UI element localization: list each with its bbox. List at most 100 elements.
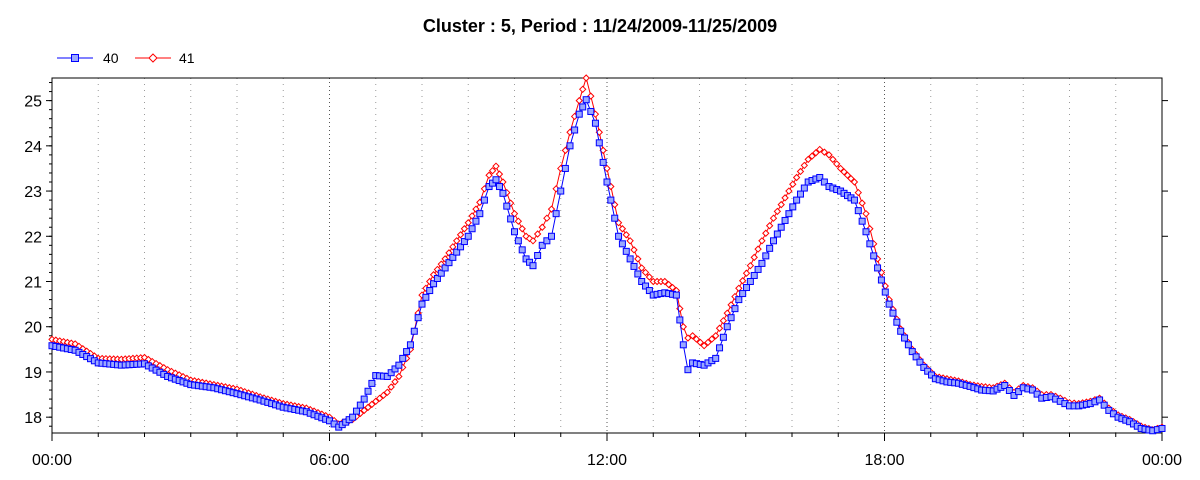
y-tick-label: 20 bbox=[24, 320, 42, 337]
data-point-41 bbox=[661, 277, 669, 286]
data-point-41 bbox=[769, 214, 778, 222]
data-point-41 bbox=[789, 180, 797, 188]
data-point-40 bbox=[874, 264, 882, 272]
data-point-41 bbox=[800, 161, 809, 170]
data-point-41 bbox=[622, 231, 630, 239]
data-point-40 bbox=[885, 300, 893, 308]
data-point-41 bbox=[543, 214, 551, 222]
data-point-41 bbox=[510, 209, 519, 218]
data-point-40 bbox=[538, 241, 546, 249]
data-point-40 bbox=[615, 232, 623, 240]
data-point-40 bbox=[449, 253, 457, 261]
data-point-40 bbox=[595, 139, 603, 147]
data-point-41 bbox=[634, 255, 642, 263]
data-point-41 bbox=[485, 171, 493, 179]
data-point-41 bbox=[692, 335, 701, 343]
data-point-41 bbox=[607, 182, 615, 191]
data-point-40 bbox=[1005, 386, 1013, 394]
data-point-41 bbox=[429, 271, 438, 279]
data-point-41 bbox=[514, 217, 523, 225]
data-point-40 bbox=[777, 223, 785, 231]
data-point-41 bbox=[383, 388, 392, 397]
data-point-41 bbox=[850, 178, 859, 186]
data-point-41 bbox=[433, 265, 442, 274]
chart-title: Cluster : 5, Period : 11/24/2009-11/25/2… bbox=[423, 16, 777, 36]
plot-frame bbox=[51, 77, 1163, 434]
data-point-40 bbox=[368, 379, 376, 387]
data-point-41 bbox=[518, 225, 526, 233]
data-point-40 bbox=[743, 284, 751, 292]
legend: 40 41 bbox=[57, 50, 195, 66]
data-point-40 bbox=[430, 280, 438, 288]
data-point-40 bbox=[360, 395, 368, 403]
data-point-40 bbox=[511, 228, 518, 236]
data-point-40 bbox=[426, 287, 434, 295]
y-tick-label: 22 bbox=[24, 229, 42, 246]
data-point-40 bbox=[912, 353, 920, 361]
x-tick-label: 06:00 bbox=[309, 452, 349, 469]
data-point-40 bbox=[406, 341, 414, 349]
data-point-40 bbox=[468, 225, 476, 233]
data-point-40 bbox=[866, 240, 874, 248]
data-point-40 bbox=[418, 300, 426, 308]
data-point-41 bbox=[696, 338, 704, 347]
data-point-41 bbox=[533, 230, 542, 238]
data-point-41 bbox=[777, 200, 785, 209]
data-point-40 bbox=[773, 230, 781, 238]
x-tick-label: 18:00 bbox=[864, 452, 904, 469]
data-point-40 bbox=[785, 210, 793, 218]
y-tick-label: 21 bbox=[24, 275, 42, 292]
data-point-41 bbox=[582, 74, 590, 82]
data-point-40 bbox=[518, 246, 526, 254]
data-point-40 bbox=[672, 291, 680, 299]
data-point-41 bbox=[492, 162, 500, 170]
data-point-40 bbox=[750, 271, 758, 279]
data-point-41 bbox=[847, 174, 855, 183]
data-point-41 bbox=[599, 146, 607, 155]
data-point-40 bbox=[1010, 391, 1018, 399]
data-point-41 bbox=[468, 212, 476, 220]
data-point-41 bbox=[735, 284, 743, 292]
data-point-40 bbox=[495, 183, 503, 191]
data-point-40 bbox=[723, 323, 731, 331]
y-tick-label: 23 bbox=[24, 184, 42, 201]
data-point-40 bbox=[552, 210, 560, 218]
data-point-41 bbox=[437, 260, 445, 268]
data-point-40 bbox=[1033, 390, 1041, 398]
data-point-41 bbox=[522, 232, 530, 240]
data-point-40 bbox=[579, 103, 587, 111]
x-tick-label: 00:00 bbox=[1142, 452, 1182, 469]
data-point-40 bbox=[684, 366, 692, 374]
data-point-40 bbox=[676, 316, 684, 324]
data-point-40 bbox=[897, 327, 905, 335]
data-point-40 bbox=[575, 110, 583, 118]
data-point-41 bbox=[742, 269, 751, 277]
legend-label-41: 41 bbox=[179, 50, 195, 66]
data-point-40 bbox=[611, 214, 619, 222]
data-point-40 bbox=[387, 369, 395, 377]
data-point-41 bbox=[866, 225, 874, 233]
data-point-40 bbox=[607, 196, 615, 204]
data-point-41 bbox=[750, 253, 758, 262]
data-point-41 bbox=[379, 391, 388, 400]
data-point-40 bbox=[924, 367, 932, 375]
data-point-40 bbox=[603, 178, 611, 186]
y-tick-label: 25 bbox=[24, 94, 42, 111]
data-point-41 bbox=[781, 194, 789, 202]
data-point-41 bbox=[684, 334, 692, 342]
data-point-40 bbox=[499, 189, 507, 197]
data-point-40 bbox=[476, 210, 484, 218]
data-point-40 bbox=[920, 363, 928, 371]
data-point-41 bbox=[843, 171, 852, 179]
data-point-40 bbox=[916, 358, 924, 366]
data-point-40 bbox=[870, 252, 878, 260]
x-axis: 00:00 06:00 12:00 18:00 00:00 bbox=[32, 433, 1182, 469]
data-point-40 bbox=[414, 314, 422, 322]
y-tick-label: 19 bbox=[24, 365, 42, 382]
data-point-41 bbox=[538, 223, 546, 231]
data-point-41 bbox=[163, 365, 172, 374]
data-point-41 bbox=[372, 397, 380, 406]
data-point-40 bbox=[679, 341, 687, 349]
data-point-40 bbox=[642, 282, 650, 290]
data-point-41 bbox=[754, 245, 762, 253]
